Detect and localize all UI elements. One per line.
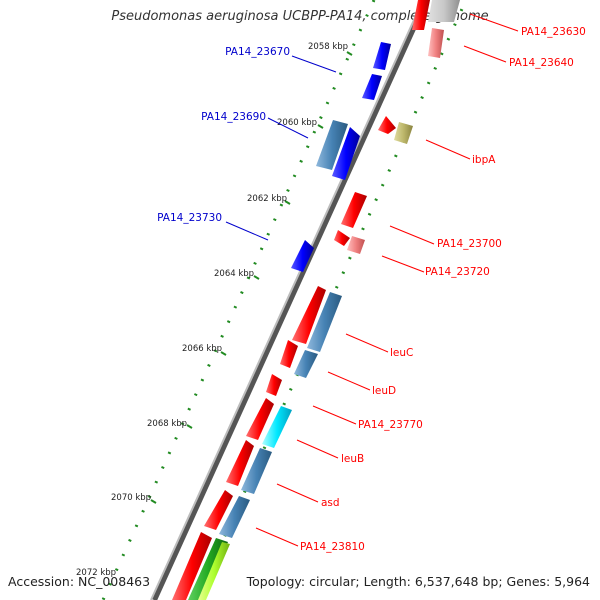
- kbp-label: 2070 kbp: [111, 493, 151, 503]
- gene-steelblue[interactable]: [307, 292, 342, 352]
- gene-arrow-reverse[interactable]: [362, 74, 382, 100]
- gene-cyan[interactable]: [262, 406, 292, 448]
- map-title: Pseudomonas aeruginosa UCBPP-PA14, compl…: [111, 9, 489, 24]
- gene-label[interactable]: asd: [321, 497, 340, 509]
- gene-olive[interactable]: [394, 122, 413, 144]
- gene-arrow-forward[interactable]: [378, 116, 396, 134]
- left-leader-lines: [225, 55, 337, 241]
- gene-steelblue[interactable]: [219, 496, 250, 538]
- gene-pink[interactable]: [428, 28, 444, 58]
- kbp-label: 2072 kbp: [76, 568, 116, 578]
- gene-arrow-forward[interactable]: [226, 440, 254, 486]
- gene-arrow-forward[interactable]: [292, 286, 326, 344]
- topology-text: Topology: circular; Length: 6,537,648 bp…: [246, 574, 590, 589]
- gene-arrow-forward[interactable]: [334, 230, 350, 246]
- gene-label[interactable]: PA14_23690: [201, 111, 266, 123]
- gene-arrow-forward[interactable]: [246, 398, 274, 440]
- gene-arrow-forward[interactable]: [280, 340, 298, 368]
- kbp-label: 2064 kbp: [214, 269, 254, 279]
- gene-label[interactable]: leuC: [390, 347, 413, 359]
- gene-label[interactable]: PA14_23730: [157, 212, 222, 224]
- kbp-label: 2066 kbp: [182, 344, 222, 354]
- gene-lime[interactable]: [198, 542, 230, 600]
- genome-backbone-highlight: [150, 0, 424, 600]
- gene-steelblue[interactable]: [316, 120, 348, 170]
- gene-arrow-forward[interactable]: [266, 374, 282, 396]
- kbp-label: 2068 kbp: [147, 419, 187, 429]
- gene-label[interactable]: PA14_23700: [437, 238, 502, 250]
- gene-label[interactable]: PA14_23810: [300, 541, 365, 553]
- gene-arrow-reverse[interactable]: [332, 127, 360, 180]
- gene-steelblue[interactable]: [294, 350, 318, 378]
- gene-steelblue[interactable]: [241, 448, 272, 494]
- gene-gray[interactable]: [428, 0, 460, 22]
- gene-label[interactable]: leuD: [372, 385, 396, 397]
- right-leader-lines: [255, 13, 519, 547]
- gene-label[interactable]: leuB: [341, 453, 364, 465]
- gene-label[interactable]: PA14_23720: [425, 266, 490, 278]
- gene-arrow-forward[interactable]: [172, 532, 212, 600]
- kbp-label: 2060 kbp: [277, 118, 317, 128]
- gene-label[interactable]: PA14_23770: [358, 419, 423, 431]
- kbp-major-ticks: [150, 51, 353, 504]
- gene-arrow-reverse[interactable]: [291, 240, 314, 272]
- kbp-label: 2062 kbp: [247, 194, 287, 204]
- genome-backbone: [151, 0, 429, 600]
- gene-arrow-forward[interactable]: [412, 0, 430, 30]
- gene-arrow-reverse[interactable]: [373, 42, 391, 70]
- gene-arrow-forward[interactable]: [341, 192, 367, 228]
- gene-label[interactable]: PA14_23670: [225, 46, 290, 58]
- kbp-label: 2058 kbp: [308, 42, 348, 52]
- gene-pink[interactable]: [347, 236, 365, 254]
- gene-label[interactable]: PA14_23630: [521, 26, 586, 38]
- gene-label[interactable]: ibpA: [472, 154, 496, 166]
- gene-label[interactable]: PA14_23640: [509, 57, 574, 69]
- gene-arrow-forward[interactable]: [204, 490, 233, 530]
- accession-text: Accession: NC_008463: [8, 574, 151, 589]
